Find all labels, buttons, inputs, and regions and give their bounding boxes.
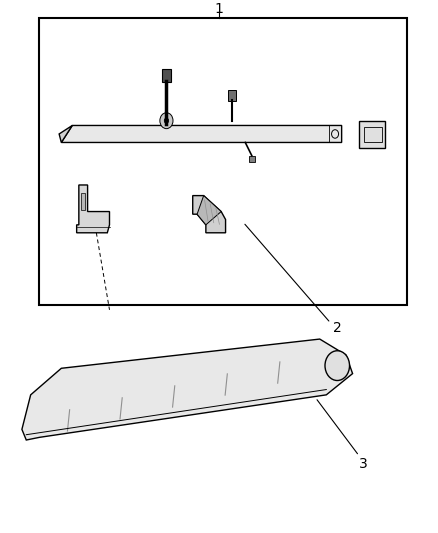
Polygon shape bbox=[61, 125, 342, 142]
Polygon shape bbox=[22, 339, 353, 440]
FancyBboxPatch shape bbox=[249, 156, 255, 161]
Circle shape bbox=[164, 118, 169, 123]
FancyBboxPatch shape bbox=[228, 91, 236, 101]
Polygon shape bbox=[77, 185, 110, 233]
Polygon shape bbox=[81, 193, 85, 211]
Polygon shape bbox=[193, 196, 226, 233]
Circle shape bbox=[325, 351, 350, 381]
Polygon shape bbox=[197, 196, 221, 225]
Polygon shape bbox=[59, 125, 72, 142]
FancyBboxPatch shape bbox=[162, 69, 171, 83]
Text: 1: 1 bbox=[215, 2, 223, 15]
Polygon shape bbox=[359, 121, 385, 148]
Circle shape bbox=[160, 112, 173, 128]
Text: 3: 3 bbox=[359, 457, 368, 471]
Text: 2: 2 bbox=[333, 321, 342, 335]
